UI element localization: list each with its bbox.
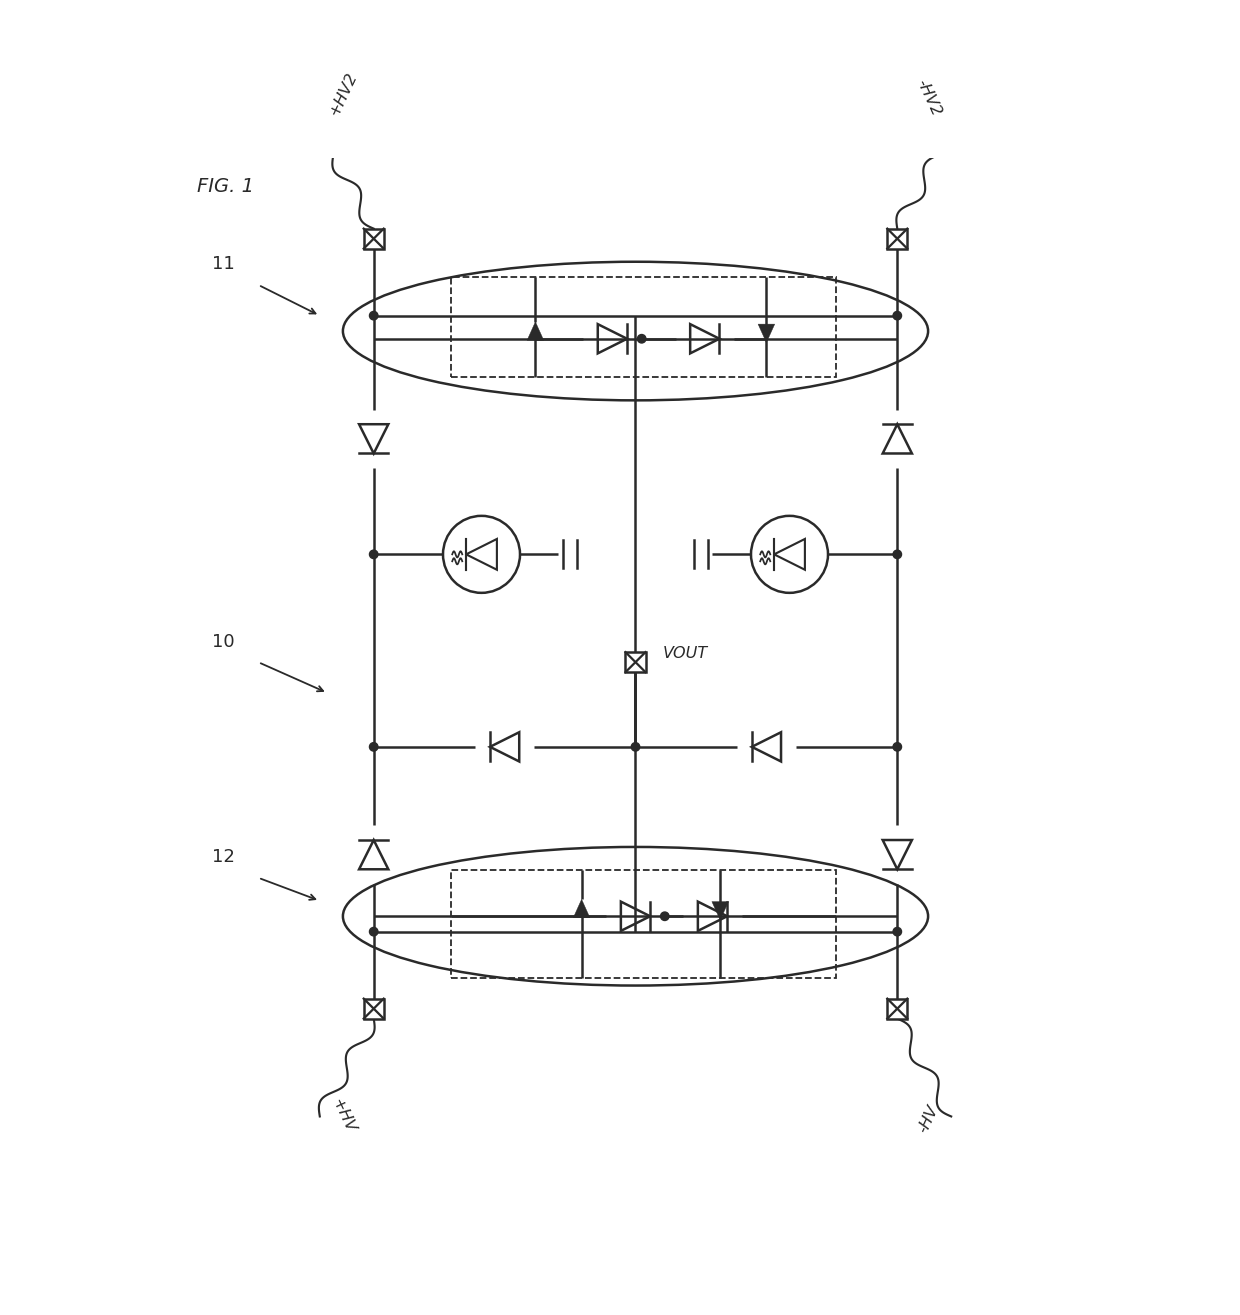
- Polygon shape: [527, 322, 543, 341]
- Text: +HV2: +HV2: [326, 70, 360, 118]
- Text: 12: 12: [212, 848, 234, 867]
- Polygon shape: [758, 323, 775, 343]
- Circle shape: [637, 334, 646, 343]
- Circle shape: [370, 927, 378, 936]
- Bar: [450, 277, 836, 377]
- Text: 10: 10: [212, 633, 234, 651]
- Bar: [888, 998, 908, 1019]
- Circle shape: [893, 927, 901, 936]
- Bar: [363, 998, 383, 1019]
- Circle shape: [893, 312, 901, 320]
- Polygon shape: [712, 902, 729, 920]
- Bar: [363, 229, 383, 249]
- Bar: [888, 229, 908, 249]
- Circle shape: [631, 743, 640, 751]
- Text: -HV: -HV: [915, 1102, 941, 1135]
- Bar: [625, 652, 646, 672]
- Circle shape: [370, 550, 378, 559]
- Circle shape: [370, 743, 378, 751]
- Circle shape: [370, 312, 378, 320]
- Text: +HV: +HV: [329, 1095, 357, 1135]
- Text: -HV2: -HV2: [913, 76, 944, 118]
- Polygon shape: [573, 899, 590, 918]
- Text: FIG. 1: FIG. 1: [197, 178, 254, 196]
- Text: 11: 11: [212, 255, 234, 274]
- Text: VOUT: VOUT: [662, 646, 708, 661]
- Circle shape: [893, 550, 901, 559]
- Bar: [450, 871, 836, 978]
- Circle shape: [661, 913, 670, 920]
- Circle shape: [893, 743, 901, 751]
